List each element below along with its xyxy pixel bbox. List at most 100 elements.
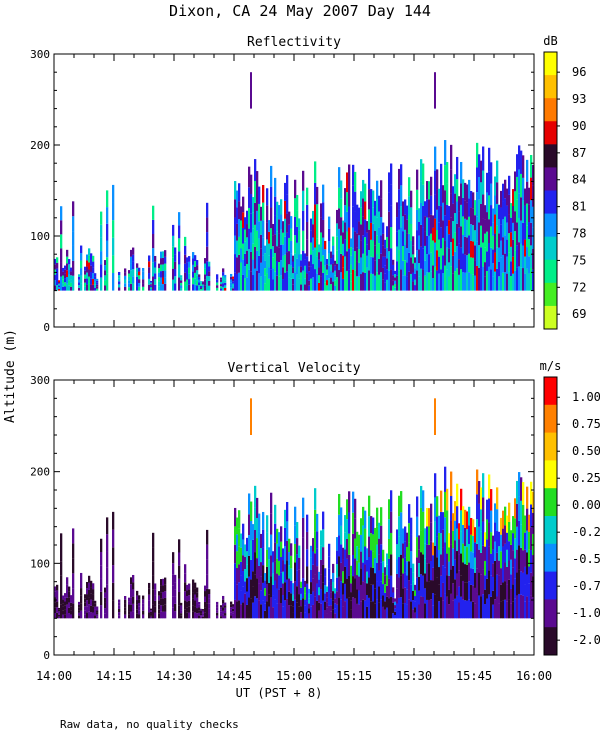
data-cell: [376, 563, 379, 582]
data-cell: [284, 546, 287, 565]
data-cell: [84, 266, 87, 271]
data-cell: [192, 258, 195, 265]
data-cell: [324, 568, 327, 577]
data-cell: [310, 254, 313, 267]
colorbar-label: 87: [572, 146, 586, 160]
data-cell: [130, 263, 133, 271]
data-cell: [92, 612, 95, 619]
data-cell: [462, 272, 465, 291]
data-cell: [318, 610, 321, 619]
data-cell: [426, 599, 429, 619]
data-cell: [256, 598, 259, 619]
data-cell: [262, 600, 265, 619]
data-cell: [304, 278, 307, 285]
data-cell: [464, 509, 467, 528]
data-cell: [70, 271, 73, 276]
data-cell: [224, 610, 227, 614]
data-cell: [64, 278, 67, 283]
data-cell: [348, 227, 351, 249]
data-cell: [456, 156, 459, 180]
data-cell: [286, 213, 289, 233]
data-cell: [424, 275, 427, 291]
data-cell: [346, 270, 349, 291]
data-cell: [282, 571, 285, 584]
data-cell: [192, 277, 195, 285]
data-cell: [502, 201, 505, 220]
data-cell: [532, 512, 535, 534]
data-cell: [476, 241, 479, 266]
data-cell: [372, 534, 375, 552]
data-cell: [472, 241, 475, 258]
data-cell: [302, 497, 305, 518]
data-cell: [348, 554, 351, 576]
data-cell: [278, 560, 281, 576]
data-cell: [468, 543, 471, 563]
data-cell: [524, 566, 527, 585]
data-cell: [524, 256, 527, 274]
data-cell: [162, 270, 165, 278]
data-cell: [450, 544, 453, 570]
data-cell: [240, 220, 243, 235]
data-cell: [524, 273, 527, 291]
data-cell: [354, 211, 357, 232]
data-cell: [400, 164, 403, 186]
data-cell: [286, 175, 289, 195]
data-cell: [64, 605, 67, 610]
y-tick-label: 0: [43, 321, 50, 334]
data-cell: [136, 276, 139, 282]
data-cell: [406, 532, 409, 547]
data-cell: [526, 225, 529, 248]
data-cell: [448, 262, 451, 277]
data-cell: [300, 272, 303, 279]
data-cell: [348, 512, 351, 534]
data-cell: [458, 602, 461, 619]
data-cell: [532, 227, 535, 249]
data-cell: [184, 281, 187, 291]
data-cell: [376, 526, 379, 545]
data-cell: [238, 183, 241, 202]
data-cell: [78, 276, 81, 280]
data-cell: [442, 202, 445, 221]
data-cell: [272, 551, 275, 563]
data-cell: [230, 609, 233, 613]
data-cell: [188, 583, 191, 590]
data-cell: [248, 535, 251, 556]
data-cell: [406, 546, 409, 562]
data-cell: [498, 204, 501, 220]
data-cell: [434, 594, 437, 619]
data-cell: [292, 278, 295, 285]
data-cell: [344, 601, 347, 619]
data-cell: [180, 615, 183, 619]
data-cell: [288, 264, 291, 278]
data-cell: [262, 511, 265, 530]
data-cell: [352, 227, 355, 249]
data-cell: [448, 276, 451, 291]
data-cell: [532, 491, 535, 513]
data-cell: [96, 608, 99, 611]
data-cell: [90, 593, 93, 600]
data-cell: [172, 257, 175, 269]
data-cell: [112, 600, 115, 619]
data-cell: [178, 552, 181, 566]
data-cell: [252, 602, 255, 619]
data-cell: [396, 559, 399, 574]
data-cell: [106, 584, 109, 602]
data-cell: [312, 551, 315, 565]
data-cell: [298, 569, 301, 582]
data-cell: [294, 198, 297, 217]
data-cell: [164, 591, 167, 598]
data-cell: [356, 261, 359, 277]
data-cell: [316, 566, 319, 584]
data-cell: [488, 242, 491, 267]
data-cell: [348, 575, 351, 598]
data-cell: [308, 266, 311, 272]
data-cell: [526, 596, 529, 619]
data-cell: [128, 273, 131, 277]
data-cell: [60, 220, 63, 235]
data-cell: [294, 599, 297, 619]
data-cell: [92, 606, 95, 613]
data-cell: [186, 262, 189, 269]
data-cell: [362, 253, 365, 273]
data-cell: [216, 607, 219, 611]
data-cell: [90, 278, 93, 285]
